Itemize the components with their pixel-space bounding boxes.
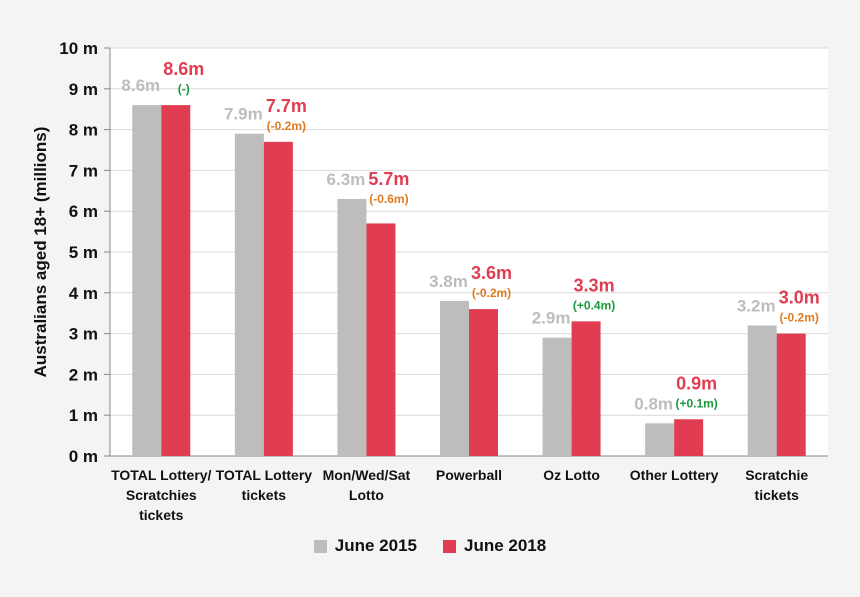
bar-june-2018 [674, 419, 704, 456]
x-tick-label: tickets [139, 507, 184, 523]
data-label-june-2015: 6.3m [327, 170, 366, 189]
x-tick-label: TOTAL Lottery [216, 467, 313, 483]
change-label: (-0.2m) [780, 311, 819, 325]
data-label-june-2015: 3.8m [429, 272, 468, 291]
legend-item-june-2015: June 2015 [313, 536, 417, 556]
bar-june-2015 [747, 325, 777, 456]
y-tick-label: 2 m [69, 365, 98, 384]
data-label-june-2015: 7.9m [224, 105, 263, 124]
change-label: (-0.2m) [267, 119, 306, 133]
bar-june-2015 [234, 133, 264, 456]
y-tick-label: 9 m [69, 80, 98, 99]
bar-june-2015 [542, 337, 572, 456]
bar-june-2018 [366, 223, 396, 456]
data-label-june-2015: 0.8m [634, 394, 673, 413]
data-label-june-2018: 0.9m [676, 373, 717, 393]
bar-june-2015 [440, 300, 469, 456]
y-tick-label: 8 m [69, 121, 98, 140]
bar-june-2018 [469, 309, 498, 456]
x-tick-label: Lotto [349, 487, 384, 503]
y-tick-label: 4 m [69, 284, 98, 303]
y-tick-label: 7 m [69, 161, 98, 180]
bar-june-2018 [776, 333, 806, 456]
legend-item-june-2018: June 2018 [443, 536, 546, 556]
y-tick-label: 0 m [69, 447, 98, 466]
bar-june-2015 [645, 423, 675, 456]
x-tick-label: Powerball [436, 467, 502, 483]
x-tick-label: Scratchies [126, 487, 197, 503]
legend-swatch-june-2018 [443, 539, 456, 553]
bar-june-2015 [337, 198, 367, 456]
x-tick-label: Other Lottery [630, 467, 719, 483]
data-label-june-2018: 8.6m [163, 59, 204, 79]
data-label-june-2018: 3.3m [574, 275, 615, 295]
data-label-june-2018: 5.7m [368, 169, 409, 189]
y-tick-label: 3 m [69, 325, 98, 344]
bar-june-2018 [161, 105, 191, 457]
y-tick-label: 1 m [69, 406, 98, 425]
change-label: (+0.4m) [573, 298, 615, 312]
legend-label-june-2015: June 2015 [334, 536, 417, 555]
data-label-june-2015: 2.9m [532, 309, 571, 328]
data-label-june-2015: 3.2m [737, 296, 776, 315]
x-tick-label: Scratchie [745, 467, 808, 483]
change-label: (-0.6m) [369, 192, 408, 206]
legend-swatch-june-2015 [313, 539, 327, 553]
y-tick-label: 10 m [59, 39, 98, 58]
x-tick-label: Mon/Wed/Sat [323, 467, 411, 483]
data-label-june-2018: 3.0m [779, 288, 820, 308]
bar-june-2018 [571, 321, 601, 456]
legend-label-june-2018: June 2018 [464, 536, 547, 555]
change-label: (+0.1m) [675, 396, 717, 410]
data-label-june-2015: 8.6m [121, 76, 160, 95]
change-label: (-) [178, 82, 190, 96]
bar-june-2018 [263, 141, 293, 456]
change-label: (-0.2m) [472, 286, 511, 300]
bar-june-2015 [132, 105, 162, 457]
x-tick-label: tickets [755, 487, 800, 503]
x-tick-label: TOTAL Lottery/ [111, 467, 211, 483]
y-axis-label: Australians aged 18+ (millions) [31, 127, 50, 378]
y-tick-label: 6 m [69, 202, 98, 221]
x-tick-label: Oz Lotto [543, 467, 600, 483]
data-label-june-2018: 7.7m [266, 96, 307, 116]
x-tick-label: tickets [242, 487, 287, 503]
data-label-june-2018: 3.6m [471, 263, 512, 283]
y-tick-label: 5 m [69, 243, 98, 262]
legend: June 2015 June 2018 [0, 536, 860, 556]
